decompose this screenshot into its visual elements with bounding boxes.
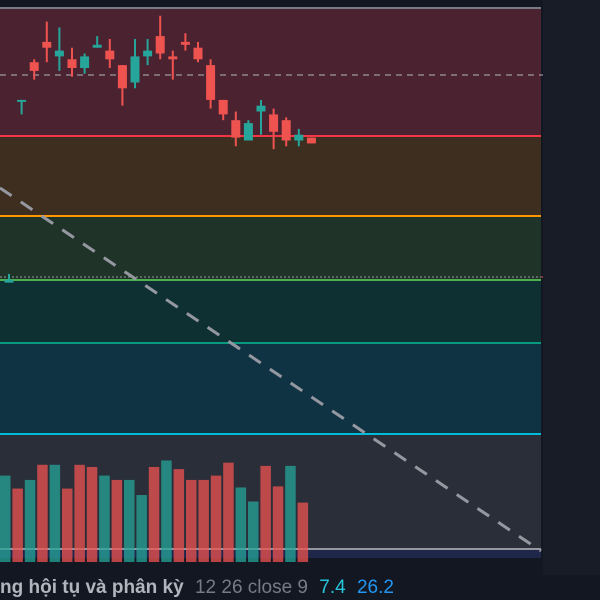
candle-body (105, 50, 115, 60)
indicator-legend[interactable]: ng hội tụ và phân kỳ 12 26 close 9 7.4 2… (0, 575, 600, 600)
candle-body (130, 56, 140, 83)
volume-bar (223, 462, 234, 562)
volume-bar (136, 495, 147, 562)
volume-bar (161, 460, 172, 562)
candle (193, 41, 203, 63)
volume-bar (74, 464, 85, 562)
volume-bar (285, 465, 296, 562)
volume-bar (62, 488, 73, 562)
candle (294, 128, 304, 147)
volume-bar (37, 464, 48, 562)
candle-body (67, 59, 77, 68)
volume-bar (148, 466, 160, 562)
volume-bar (198, 479, 209, 562)
volume-bar (173, 469, 185, 562)
candle-body (206, 65, 216, 100)
candle-body (294, 134, 304, 141)
volume-bar (24, 479, 36, 562)
fib-zone-orange (0, 136, 541, 216)
candle (29, 59, 39, 80)
candle-body (168, 56, 178, 60)
candlesticks (4, 15, 316, 283)
fib-zone-green (0, 216, 541, 280)
candle (105, 39, 115, 68)
volume-bar (260, 465, 271, 562)
candle (17, 99, 27, 115)
candle-body (306, 137, 316, 144)
candle (80, 53, 90, 74)
volume-bar (272, 486, 284, 562)
volume-bar (235, 487, 247, 562)
candle-body (54, 50, 64, 57)
indicator-params: 12 26 close 9 (194, 577, 308, 598)
candle (281, 117, 291, 147)
candle-body (256, 105, 266, 112)
candle (306, 137, 316, 144)
candle (117, 65, 127, 106)
candle-body (281, 120, 291, 141)
candle-body (143, 50, 153, 57)
candle (92, 36, 102, 48)
candle-body (155, 36, 165, 54)
candle (42, 21, 52, 63)
candle (130, 39, 140, 89)
candle-body (29, 62, 39, 71)
candle (143, 39, 153, 66)
candle (67, 47, 77, 77)
volume-bar (0, 475, 11, 562)
trend-line[interactable] (0, 186, 542, 553)
volume-bar (86, 466, 98, 562)
candle-body (4, 279, 14, 283)
candle-body (193, 47, 203, 60)
volume-bars (0, 460, 309, 562)
volume-bar (49, 464, 61, 562)
volume-bar (297, 502, 309, 562)
candle-body (92, 44, 102, 48)
volume-bar (210, 475, 222, 562)
volume-bar (111, 479, 123, 562)
candle (256, 99, 266, 135)
candle (180, 33, 190, 51)
candle (269, 108, 279, 150)
volume-bar (124, 479, 135, 562)
candle-body (180, 41, 190, 45)
indicator-value-1: 7.4 (319, 577, 346, 598)
candle-body (42, 41, 52, 48)
candle (206, 59, 216, 109)
candle-body (80, 56, 90, 68)
candle (168, 50, 178, 80)
candle-body (269, 114, 279, 132)
indicator-name: ng hội tụ và phân kỳ (0, 577, 184, 598)
candle (155, 15, 165, 60)
indicator-value-2: 26.2 (356, 577, 394, 598)
candle-body (218, 99, 228, 115)
candle (231, 111, 241, 147)
candle (54, 27, 64, 71)
fib-zone-teal (0, 280, 541, 343)
candle-body (231, 120, 241, 138)
candle-body (117, 65, 127, 89)
candle-body (243, 123, 253, 141)
volume-bar (248, 501, 259, 562)
candle (4, 273, 14, 283)
candle (243, 120, 253, 141)
price-scale[interactable] (543, 0, 600, 575)
candle (218, 99, 228, 121)
fib-zone-cyan (0, 343, 541, 434)
volume-bar (12, 488, 23, 562)
volume-bar (186, 479, 197, 562)
candle-body (17, 99, 27, 102)
volume-bar (99, 475, 110, 562)
